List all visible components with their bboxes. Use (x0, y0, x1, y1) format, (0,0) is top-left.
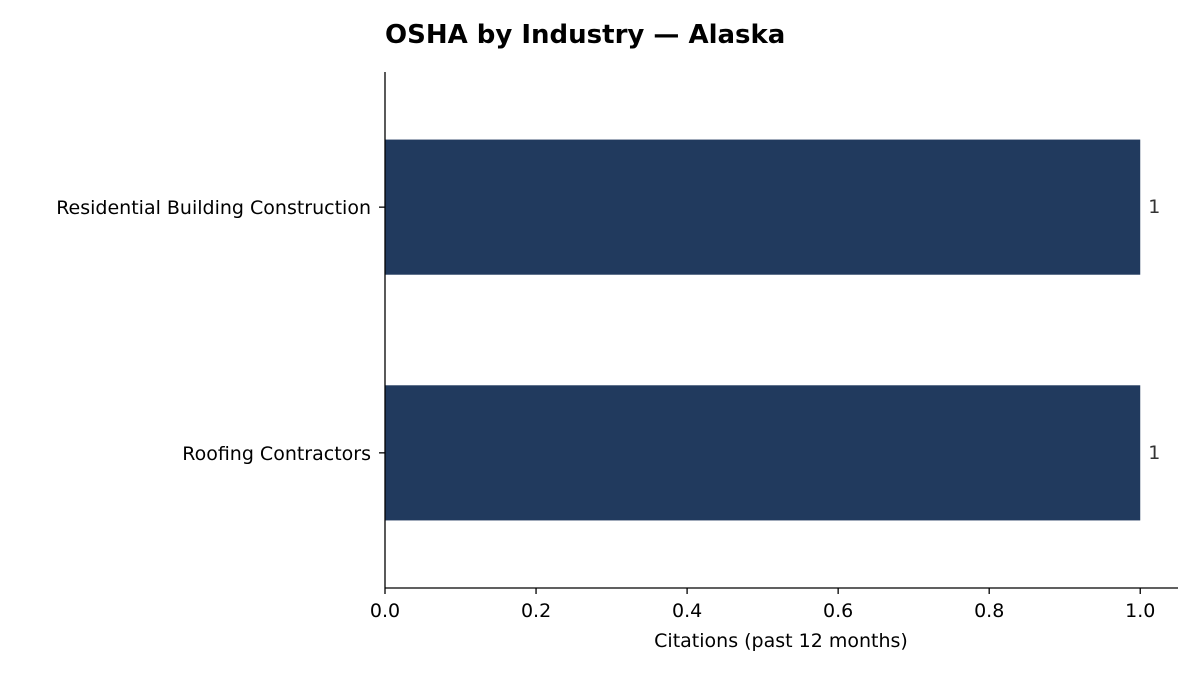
x-tick-label: 0.4 (672, 600, 702, 622)
data-label: 1 (1148, 442, 1160, 464)
chart-title: OSHA by Industry — Alaska (385, 20, 785, 50)
data-labels: 11 (1148, 196, 1160, 464)
x-axis-label: Citations (past 12 months) (654, 630, 908, 652)
x-tick-label: 0.2 (521, 600, 551, 622)
y-tick-label: Roofing Contractors (182, 443, 371, 465)
bar-residential-building-construction (385, 139, 1141, 275)
x-ticks: 0.0 0.2 0.4 0.6 0.8 1.0 (370, 588, 1155, 622)
y-tick-label: Residential Building Construction (56, 197, 371, 219)
x-tick-label: 0.8 (974, 600, 1004, 622)
x-tick-label: 0.6 (823, 600, 853, 622)
bar-roofing-contractors (385, 385, 1141, 521)
x-tick-label: 1.0 (1125, 600, 1155, 622)
y-tick-labels: Residential Building Construction Roofing… (56, 197, 385, 465)
bars-group (385, 139, 1141, 521)
x-tick-label: 0.0 (370, 600, 400, 622)
data-label: 1 (1148, 196, 1160, 218)
